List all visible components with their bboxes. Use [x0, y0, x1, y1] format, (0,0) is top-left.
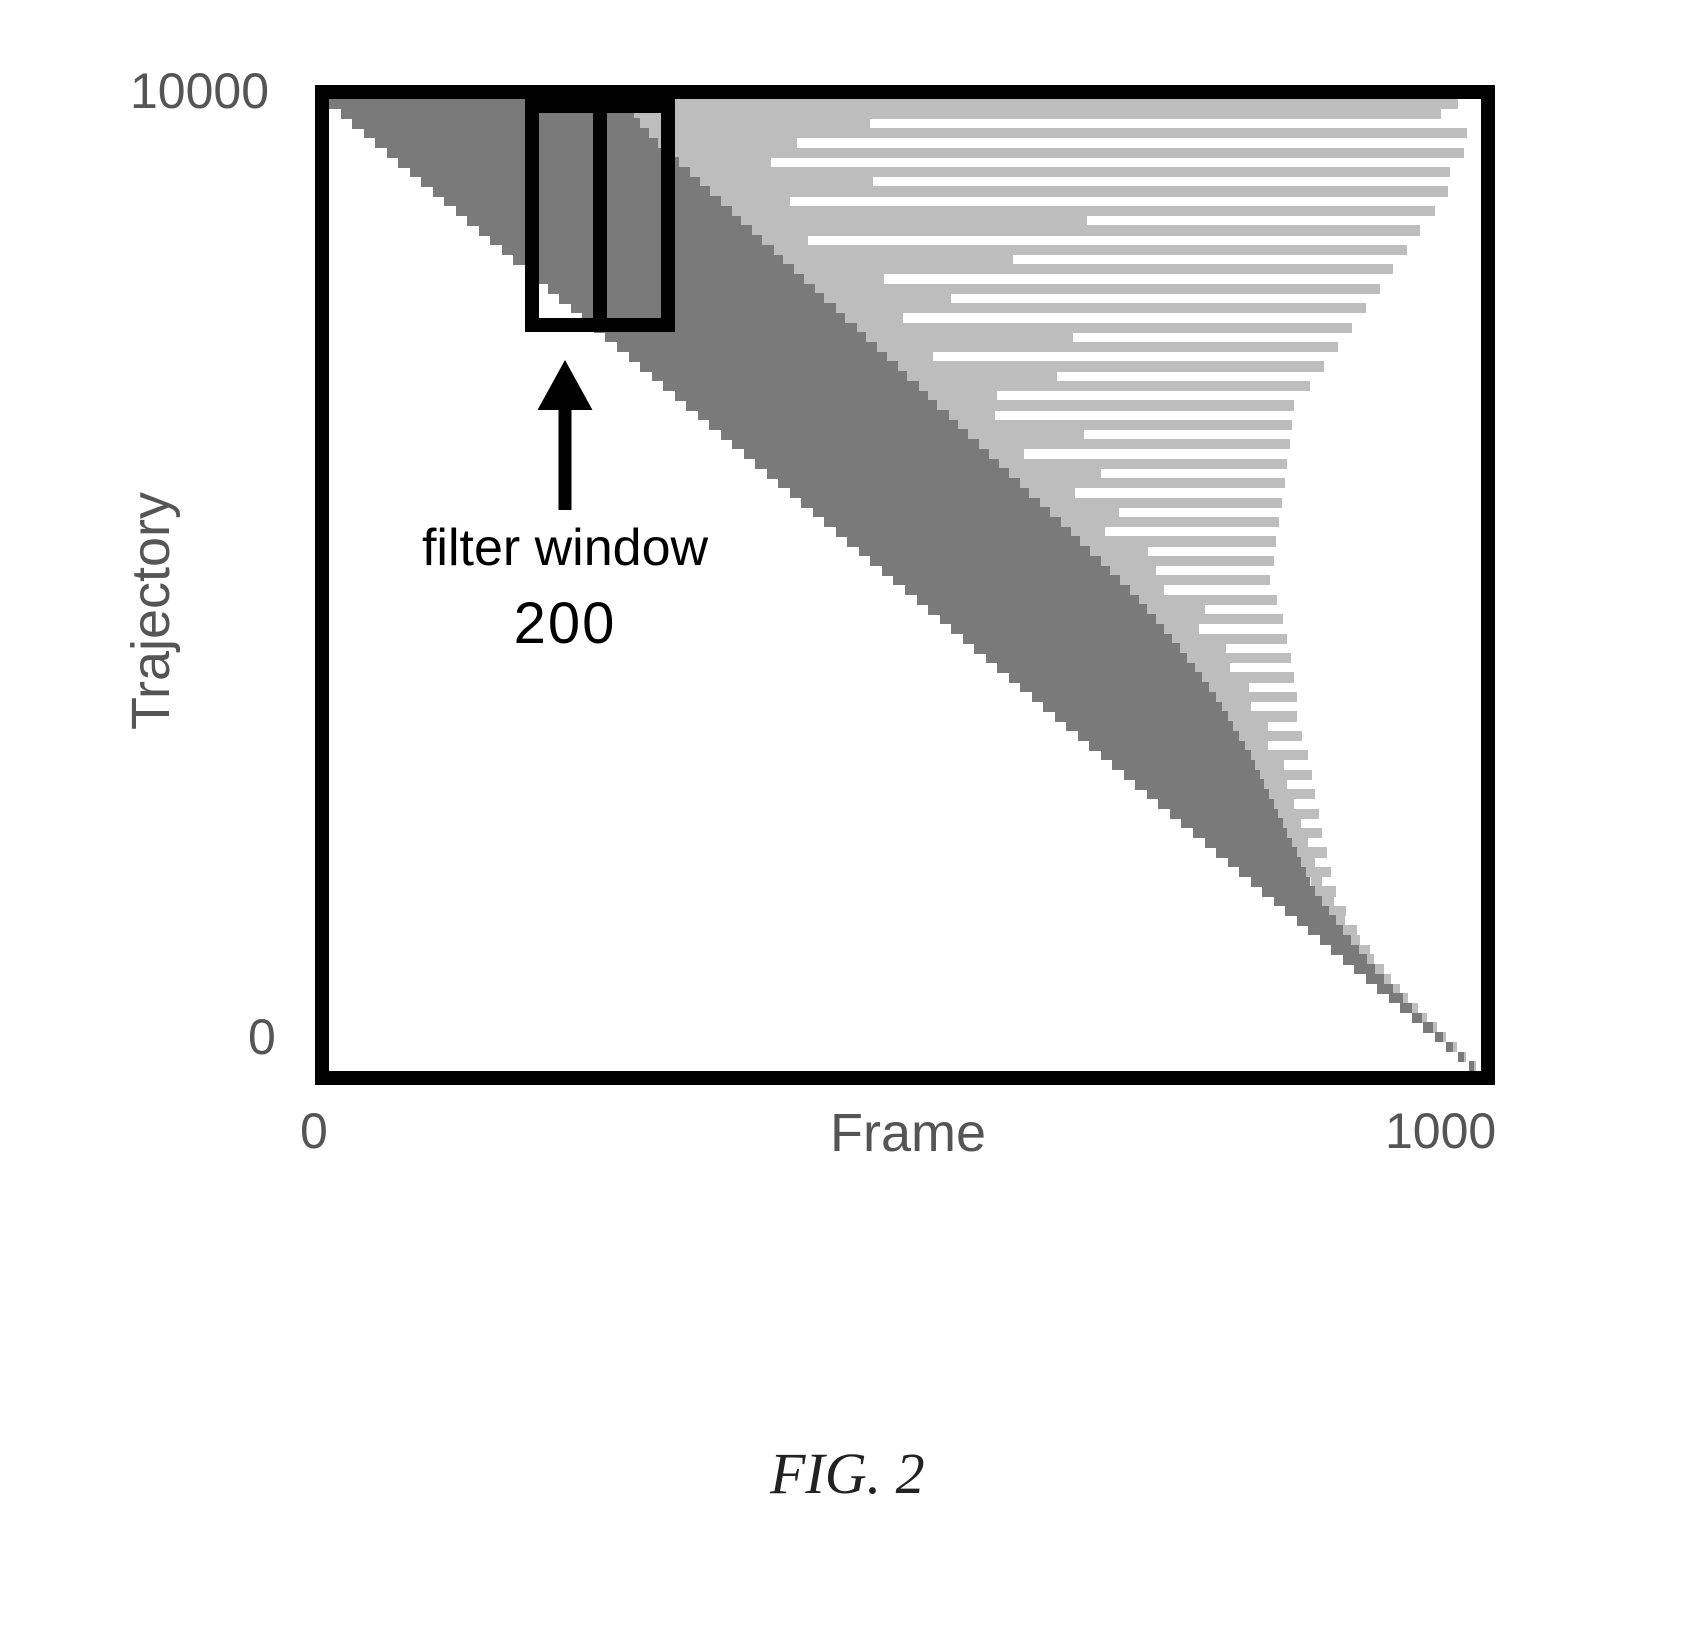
- figure-caption: FIG. 2: [770, 1440, 925, 1507]
- arrow-icon: [0, 0, 1699, 1647]
- filter-window-ref-number: 200: [470, 590, 660, 657]
- figure-page: 10000 0 Trajectory 0 1000 Frame filter w…: [0, 0, 1699, 1647]
- filter-window-label: filter window: [395, 518, 735, 578]
